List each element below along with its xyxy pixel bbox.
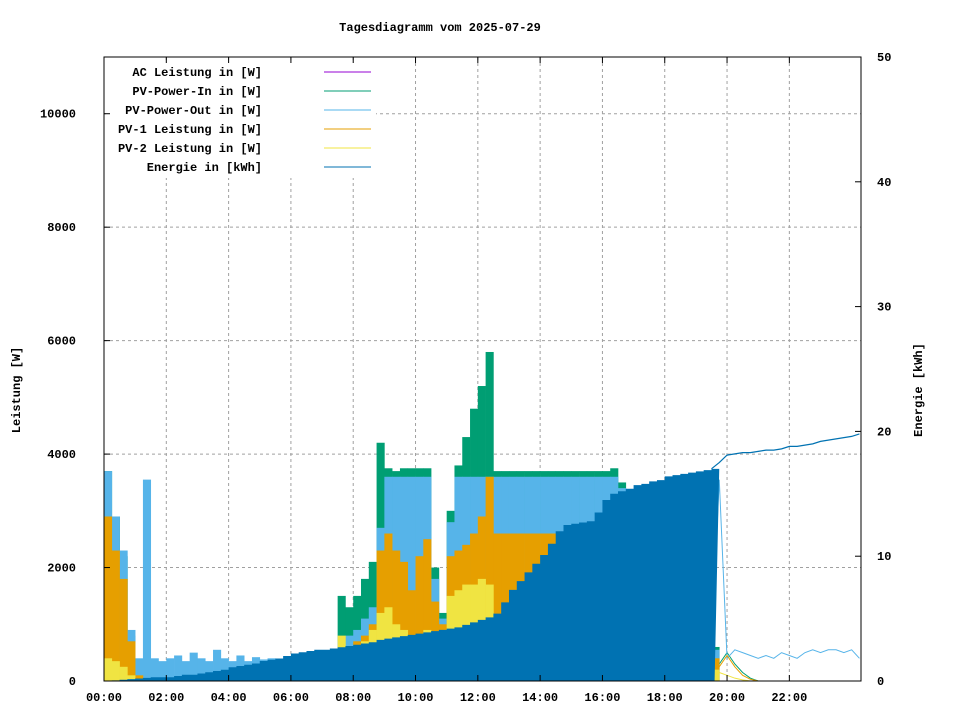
power-bar <box>119 666 128 681</box>
power-bar <box>711 669 720 681</box>
y2-tick-label: 20 <box>877 425 891 439</box>
energy-line <box>711 433 860 470</box>
legend-label: PV-2 Leistung in [W] <box>118 142 262 156</box>
power-bar <box>158 661 167 681</box>
plot-border <box>103 56 862 682</box>
power-bar <box>111 550 120 681</box>
power-line <box>711 654 860 682</box>
y2-tick-label: 10 <box>877 550 891 564</box>
y2-tick-label: 40 <box>877 176 891 190</box>
x-tick-label: 14:00 <box>522 691 558 705</box>
legend-label: PV-Power-In in [W] <box>132 85 262 99</box>
y-tick-label: 8000 <box>47 221 76 235</box>
x-tick-label: 08:00 <box>335 691 371 705</box>
power-bar <box>127 675 136 681</box>
y2-tick-label: 30 <box>877 301 891 315</box>
power-bar <box>485 476 494 681</box>
y-tick-label: 2000 <box>47 562 76 576</box>
power-bar <box>392 550 401 681</box>
y2-tick-label: 50 <box>877 51 891 65</box>
y-tick-label: 10000 <box>40 108 76 122</box>
power-bar <box>150 658 159 681</box>
power-line <box>711 646 860 682</box>
x-tick-label: 04:00 <box>211 691 247 705</box>
power-line <box>711 669 860 682</box>
power-bar <box>119 578 128 681</box>
legend: AC Leistung in [W] PV-Power-In in [W] PV-P… <box>106 60 376 178</box>
chart-title: Tagesdiagramm vom 2025-07-29 <box>339 21 541 35</box>
y-tick-label: 4000 <box>47 448 76 462</box>
chart-marks <box>104 351 860 682</box>
power-bar <box>135 675 144 681</box>
legend-label: PV-Power-Out in [W] <box>125 104 262 118</box>
x-tick-label: 18:00 <box>647 691 683 705</box>
power-bar <box>423 539 432 681</box>
y-axis-label: Leistung [W] <box>10 347 24 433</box>
power-bar <box>174 655 183 681</box>
y-tick-label: 6000 <box>47 335 76 349</box>
x-tick-label: 02:00 <box>148 691 184 705</box>
power-bar <box>197 658 206 681</box>
x-tick-label: 22:00 <box>771 691 807 705</box>
power-bar <box>135 658 144 681</box>
axes: 0 2000 4000 6000 8000 10000 0 10 20 30 40 50 00:00 02… <box>40 51 891 705</box>
power-bar <box>104 516 113 681</box>
x-tick-label: 16:00 <box>584 691 620 705</box>
legend-label: Energie in [kWh] <box>147 161 262 175</box>
power-bar <box>399 561 409 681</box>
x-tick-label: 10:00 <box>398 691 434 705</box>
power-bar <box>407 476 416 681</box>
power-bar <box>415 556 424 681</box>
power-bar <box>166 658 175 681</box>
x-tick-label: 00:00 <box>86 691 122 705</box>
power-bar <box>181 661 190 681</box>
energy-area <box>104 468 720 681</box>
power-bar <box>220 658 229 681</box>
power-bar <box>493 533 502 681</box>
power-bar <box>205 661 214 681</box>
x-tick-label: 12:00 <box>460 691 496 705</box>
y2-tick-label: 0 <box>877 675 884 689</box>
power-bar <box>104 658 113 681</box>
power-bar <box>111 661 120 681</box>
power-bar <box>127 641 136 681</box>
x-tick-label: 06:00 <box>273 691 309 705</box>
x-tick-label: 20:00 <box>709 691 745 705</box>
power-bar <box>142 479 152 681</box>
legend-label: AC Leistung in [W] <box>132 66 262 80</box>
power-bar <box>213 649 222 681</box>
power-line <box>710 479 860 660</box>
y-tick-label: 0 <box>69 675 76 689</box>
y2-axis-label: Energie [kWh] <box>912 343 926 437</box>
series-energie <box>104 433 860 681</box>
legend-background <box>106 60 376 178</box>
legend-label: PV-1 Leistung in [W] <box>118 123 262 137</box>
power-bar <box>189 652 198 681</box>
